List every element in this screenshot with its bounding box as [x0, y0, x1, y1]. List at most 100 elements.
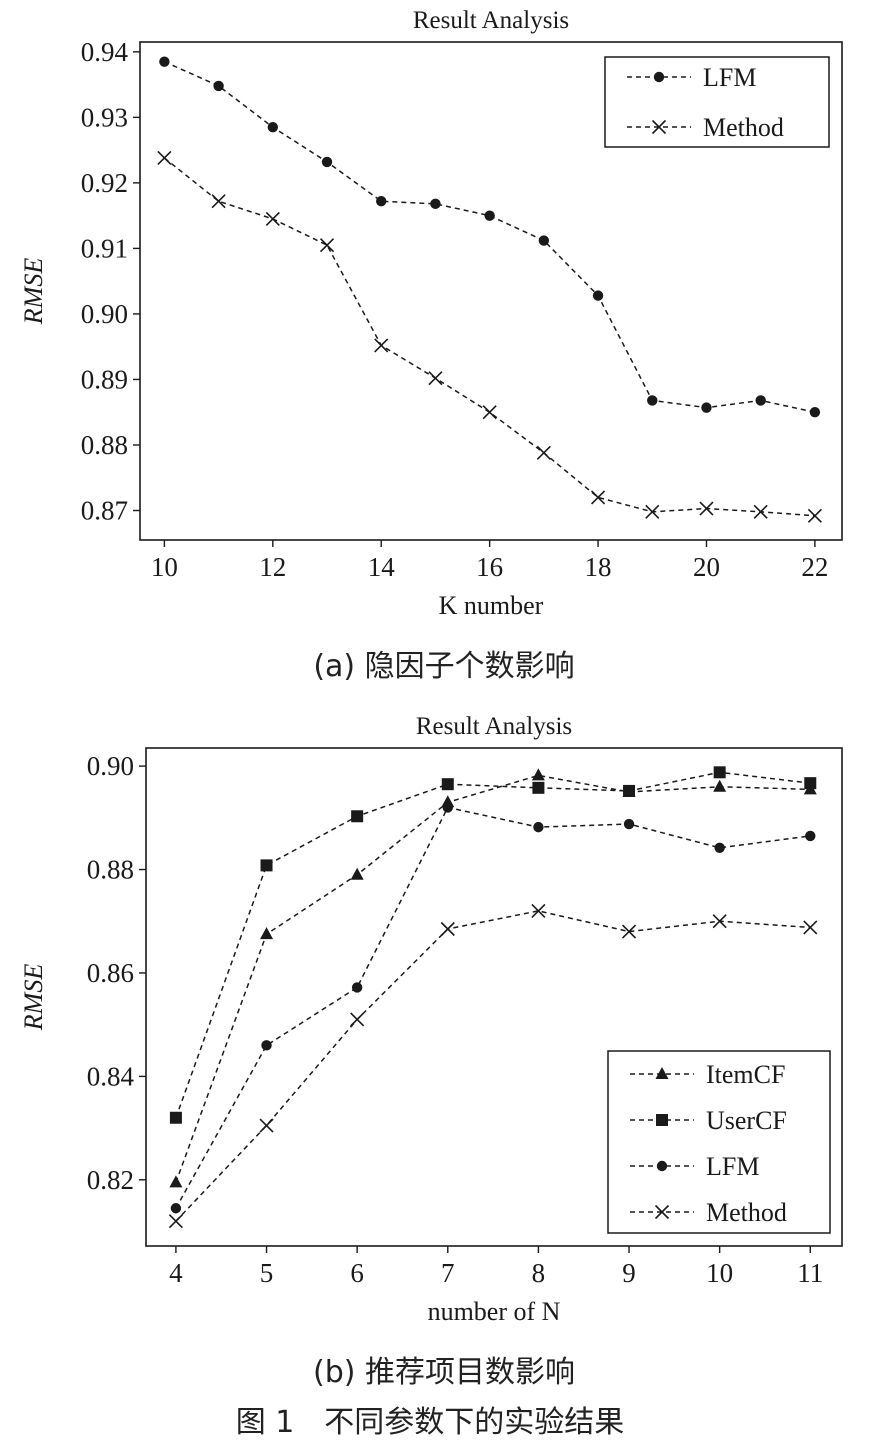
series-line [175, 806, 811, 1209]
data-point [647, 395, 658, 406]
x-tick-label: 20 [693, 552, 720, 582]
x-axis-label: number of N [428, 1297, 561, 1326]
data-point [319, 238, 335, 253]
legend: ItemCF UserCF LFM Method [607, 1050, 831, 1234]
data-point [169, 1111, 182, 1124]
y-tick-label: 0.94 [81, 37, 129, 67]
data-point [351, 982, 363, 993]
x-tick-label: 22 [801, 552, 828, 582]
data-point [753, 504, 768, 519]
series-line [175, 910, 811, 1222]
data-point [350, 867, 364, 880]
y-tick-label: 0.87 [81, 496, 128, 526]
y-tick-label: 0.92 [81, 168, 128, 198]
x-tick-label: 5 [260, 1258, 274, 1288]
y-tick-label: 0.93 [81, 102, 128, 132]
data-point [713, 766, 726, 779]
plot-frame [145, 747, 843, 1247]
data-point [621, 924, 637, 939]
y-tick-label: 0.82 [87, 1165, 134, 1195]
legend-label: UserCF [706, 1106, 787, 1135]
data-point [260, 927, 274, 940]
data-point [157, 150, 172, 166]
legend-entry-lfm: LFM [627, 63, 756, 92]
legend-entry-method: Method [627, 113, 784, 142]
data-point [211, 194, 226, 209]
x-tick-label: 4 [169, 1258, 183, 1288]
data-point [170, 1203, 182, 1214]
x-tick-label: 18 [585, 552, 612, 582]
data-point [536, 445, 551, 460]
legend-marker [651, 119, 667, 135]
data-point [713, 779, 727, 792]
data-point [484, 210, 495, 221]
series-itemcf [169, 768, 817, 1188]
data-point [623, 784, 636, 797]
series-method [157, 150, 822, 523]
y-axis-label: RMSE [19, 258, 48, 326]
x-tick-label: 10 [706, 1258, 733, 1288]
data-point [442, 802, 453, 813]
data-point [260, 859, 273, 872]
legend-marker [654, 1204, 670, 1220]
legend-entry-itemcf: ItemCF [630, 1060, 785, 1089]
data-point [623, 818, 635, 830]
y-tick-label: 0.91 [81, 233, 128, 263]
data-point [538, 235, 550, 246]
legend-label: LFM [706, 1152, 759, 1181]
x-tick-label: 16 [476, 552, 503, 582]
data-point [807, 508, 822, 523]
data-point [755, 395, 766, 406]
legend-entry-lfm: LFM [630, 1152, 759, 1181]
plot-frame [139, 41, 843, 541]
data-point [809, 407, 821, 418]
data-point [261, 1040, 272, 1051]
data-point [482, 405, 497, 420]
data-point [374, 338, 389, 353]
legend-marker [656, 1114, 668, 1126]
y-tick-label: 0.86 [87, 958, 134, 988]
legend-marker [655, 1067, 669, 1079]
legend-marker [653, 71, 665, 83]
data-point [428, 371, 443, 386]
data-point [592, 290, 604, 301]
data-point [532, 781, 545, 794]
data-point [213, 80, 224, 92]
series-lfm [159, 56, 821, 418]
data-point [159, 56, 170, 67]
legend-label: ItemCF [706, 1060, 785, 1089]
y-tick-label: 0.90 [87, 751, 134, 781]
x-tick-label: 8 [532, 1258, 546, 1288]
legend-entry-method: Method [630, 1198, 787, 1227]
chart-title: Result Analysis [416, 713, 572, 740]
data-point [533, 821, 544, 833]
data-point [351, 810, 364, 823]
caption-a: (a) 隐因子个数影响 [313, 649, 574, 684]
y-tick-label: 0.88 [87, 855, 134, 885]
legend-label: LFM [703, 63, 756, 92]
legend-label: Method [706, 1198, 787, 1227]
y-tick-label: 0.88 [81, 430, 128, 460]
legend-frame [607, 1050, 831, 1234]
x-tick-label: 6 [350, 1258, 364, 1288]
caption-b: (b) 推荐项目数影响 [313, 1355, 575, 1390]
x-tick-label: 10 [151, 552, 178, 582]
data-point [804, 777, 817, 790]
data-point [321, 156, 333, 168]
data-point [168, 1214, 183, 1229]
data-point [441, 778, 454, 791]
data-point [701, 402, 712, 413]
data-point [350, 1012, 365, 1027]
legend: LFM Method [604, 56, 830, 148]
x-tick-label: 9 [622, 1258, 636, 1288]
series-usercf [169, 766, 817, 1124]
data-point [267, 121, 279, 133]
series-lfm [170, 802, 816, 1214]
data-point [714, 842, 725, 854]
data-point [430, 198, 441, 210]
data-point [531, 903, 546, 918]
data-point [259, 1118, 274, 1133]
data-point [531, 768, 545, 781]
data-point [590, 490, 606, 505]
data-point [645, 504, 660, 519]
